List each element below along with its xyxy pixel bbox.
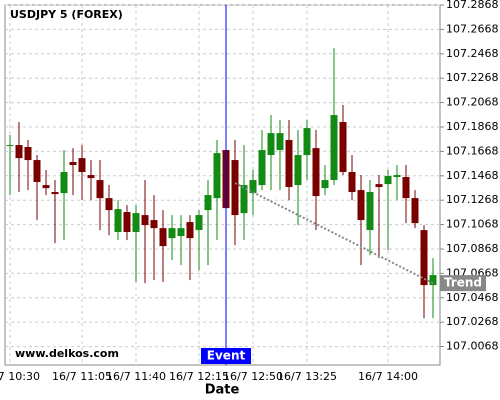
event-label: Event [207,349,246,363]
candle-body [24,146,32,161]
candle-body [150,220,158,229]
candle-body [87,175,95,179]
y-tick-label: 107.1268 [446,193,499,206]
y-tick-label: 107.1468 [446,169,499,182]
x-tick-label: 16/7 10:30 [0,370,40,383]
y-tick-label: 107.1668 [446,144,499,157]
candle-body [204,195,212,211]
x-tick-label: 16/7 11:40 [106,370,166,383]
candle-body [78,158,86,173]
candle-body [411,198,419,224]
candle-body [177,228,185,237]
trend-line [234,182,434,285]
y-tick-label: 107.1068 [446,218,499,231]
chart-title: USDJPY 5 (FOREX) [10,8,123,21]
candle-body [339,121,347,173]
candle-body [69,162,77,166]
candle-body [330,115,338,181]
candle-body [96,180,104,199]
x-tick-label: 16/7 11:05 [52,370,112,383]
candle-body [402,177,410,199]
candle-body [321,180,329,189]
candle-body [357,190,365,221]
candle-body [60,172,68,194]
candle-body [114,209,122,233]
candle-body [393,175,401,178]
candle-body [51,192,59,195]
candle-body [141,215,149,226]
y-tick-label: 107.0468 [446,291,499,304]
y-tick-label: 107.1868 [446,120,499,133]
y-tick-label: 107.0068 [446,340,499,353]
candle-body [267,133,275,156]
candle-body [375,184,383,188]
candle-body [249,180,257,194]
candle-body [6,145,14,147]
candle-body [285,140,293,188]
candle-body [159,228,167,247]
candle-body [429,275,437,286]
candle-body [33,160,41,183]
event-label-box [201,348,251,364]
candle-body [123,212,131,233]
candle-body [213,153,221,199]
x-tick-label: 16/7 14:00 [358,370,418,383]
candle-body [186,222,194,239]
x-tick-label: 16/7 12:15 [169,370,229,383]
candle-body [168,228,176,239]
candle-body [105,198,113,211]
y-tick-label: 107.2868 [446,0,499,11]
candle-body [348,172,356,193]
candle-body [240,185,248,214]
candle-body [366,192,374,231]
y-tick-label: 107.0868 [446,242,499,255]
candle-body [384,176,392,185]
candle-body [294,155,302,186]
candle-body [258,150,266,186]
trend-label-box [440,275,486,292]
x-tick-label: 16/7 12:50 [223,370,283,383]
watermark: www.delkos.com [15,347,119,360]
y-tick-label: 107.2268 [446,71,499,84]
candle-body [312,148,320,197]
y-tick-label: 107.2068 [446,96,499,109]
x-tick-label: 16/7 13:25 [277,370,337,383]
candle-body [42,185,50,189]
y-tick-label: 107.2668 [446,22,499,35]
candle-body [420,230,428,286]
candle-body [303,128,311,156]
y-tick-label: 107.2468 [446,47,499,60]
candle-body [132,213,140,233]
candle-body [15,145,23,159]
trend-label: Trend [444,276,482,290]
x-axis-title: Date [205,383,240,398]
candle-body [276,133,284,151]
candle-body [195,215,203,231]
candle-body [231,160,239,216]
y-tick-label: 107.0268 [446,315,499,328]
